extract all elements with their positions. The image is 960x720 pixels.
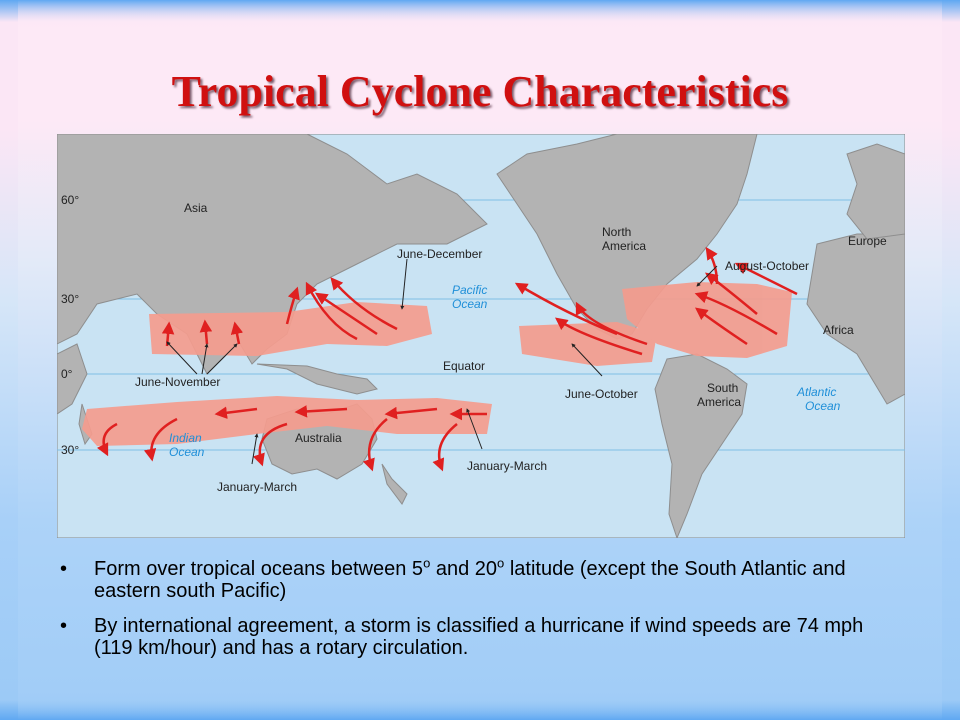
bullet-text: Form over tropical oceans between 5 [94, 558, 424, 580]
bullet-text: By international agreement, a storm is c… [94, 615, 864, 659]
continent-label: Australia [295, 431, 342, 445]
superscript: o [423, 555, 431, 571]
season-label: January-March [467, 459, 547, 473]
latitude-label: 60° [61, 193, 79, 207]
season-label: June-December [397, 247, 482, 261]
latitude-label: 0° [61, 367, 73, 381]
continent-label: Africa [823, 323, 854, 337]
season-label: January-March [217, 480, 297, 494]
continent-label: Asia [184, 201, 208, 215]
season-label: August-October [725, 259, 809, 273]
season-label: June-October [565, 387, 638, 401]
bullet: By international agreement, a storm is c… [60, 615, 900, 659]
cyclone-map: 60° 30° 0° 30° Asia North America Europe … [57, 134, 905, 538]
equator-label: Equator [443, 359, 485, 373]
label-pointers [166, 258, 718, 465]
latitude-label: 30° [61, 292, 79, 306]
superscript: o [497, 555, 505, 571]
slide-title: Tropical Cyclone Characteristics [171, 67, 789, 116]
latitude-label: 30° [61, 443, 79, 457]
ocean-label: Pacific Ocean [452, 283, 488, 311]
continent-label: Europe [848, 234, 887, 248]
bullet-list: Form over tropical oceans between 5o and… [60, 555, 900, 672]
ocean-label: Atlantic Ocean [796, 385, 841, 413]
continent-label: North America [602, 225, 646, 253]
continent-label: South America [697, 381, 741, 409]
season-label: June-November [135, 375, 220, 389]
bullet-text: latitude (except the South Atlantic and … [94, 558, 846, 602]
ocean-label: Indian Ocean [169, 431, 205, 459]
storm-tracks [96, 246, 798, 472]
bullet-text: and 20 [430, 558, 498, 580]
bullet: Form over tropical oceans between 5o and… [60, 555, 900, 602]
